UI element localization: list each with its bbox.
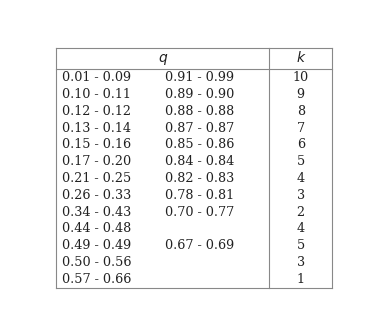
Text: 3: 3 (297, 189, 305, 202)
Text: 6: 6 (297, 138, 305, 151)
Text: 0.57 - 0.66: 0.57 - 0.66 (62, 273, 132, 286)
Text: 0.88 - 0.88: 0.88 - 0.88 (165, 105, 234, 118)
Text: 9: 9 (297, 88, 305, 101)
Text: 0.67 - 0.69: 0.67 - 0.69 (165, 239, 234, 252)
Text: 0.26 - 0.33: 0.26 - 0.33 (62, 189, 131, 202)
Text: 4: 4 (297, 222, 305, 235)
Text: 5: 5 (297, 155, 305, 168)
Text: 8: 8 (297, 105, 305, 118)
Text: 0.01 - 0.09: 0.01 - 0.09 (62, 71, 131, 84)
Text: 2: 2 (297, 206, 305, 218)
Text: 0.84 - 0.84: 0.84 - 0.84 (165, 155, 234, 168)
Text: 0.21 - 0.25: 0.21 - 0.25 (62, 172, 131, 185)
Text: 0.87 - 0.87: 0.87 - 0.87 (165, 122, 234, 134)
Text: 0.12 - 0.12: 0.12 - 0.12 (62, 105, 131, 118)
Text: 4: 4 (297, 172, 305, 185)
Text: 0.34 - 0.43: 0.34 - 0.43 (62, 206, 131, 218)
Text: 5: 5 (297, 239, 305, 252)
Text: 1: 1 (297, 273, 305, 286)
Text: 0.78 - 0.81: 0.78 - 0.81 (165, 189, 234, 202)
Text: 0.82 - 0.83: 0.82 - 0.83 (165, 172, 234, 185)
Text: k: k (297, 51, 305, 65)
Text: 0.70 - 0.77: 0.70 - 0.77 (165, 206, 234, 218)
Text: 0.13 - 0.14: 0.13 - 0.14 (62, 122, 131, 134)
Text: 0.85 - 0.86: 0.85 - 0.86 (165, 138, 234, 151)
Text: 0.10 - 0.11: 0.10 - 0.11 (62, 88, 131, 101)
Text: 10: 10 (293, 71, 309, 84)
Text: 0.15 - 0.16: 0.15 - 0.16 (62, 138, 131, 151)
Text: 0.91 - 0.99: 0.91 - 0.99 (165, 71, 234, 84)
Text: 7: 7 (297, 122, 305, 134)
Text: 3: 3 (297, 256, 305, 269)
Text: 0.44 - 0.48: 0.44 - 0.48 (62, 222, 131, 235)
Text: 0.49 - 0.49: 0.49 - 0.49 (62, 239, 131, 252)
Text: 0.89 - 0.90: 0.89 - 0.90 (165, 88, 234, 101)
Text: 0.17 - 0.20: 0.17 - 0.20 (62, 155, 131, 168)
Text: q: q (158, 51, 167, 65)
Text: 0.50 - 0.56: 0.50 - 0.56 (62, 256, 132, 269)
